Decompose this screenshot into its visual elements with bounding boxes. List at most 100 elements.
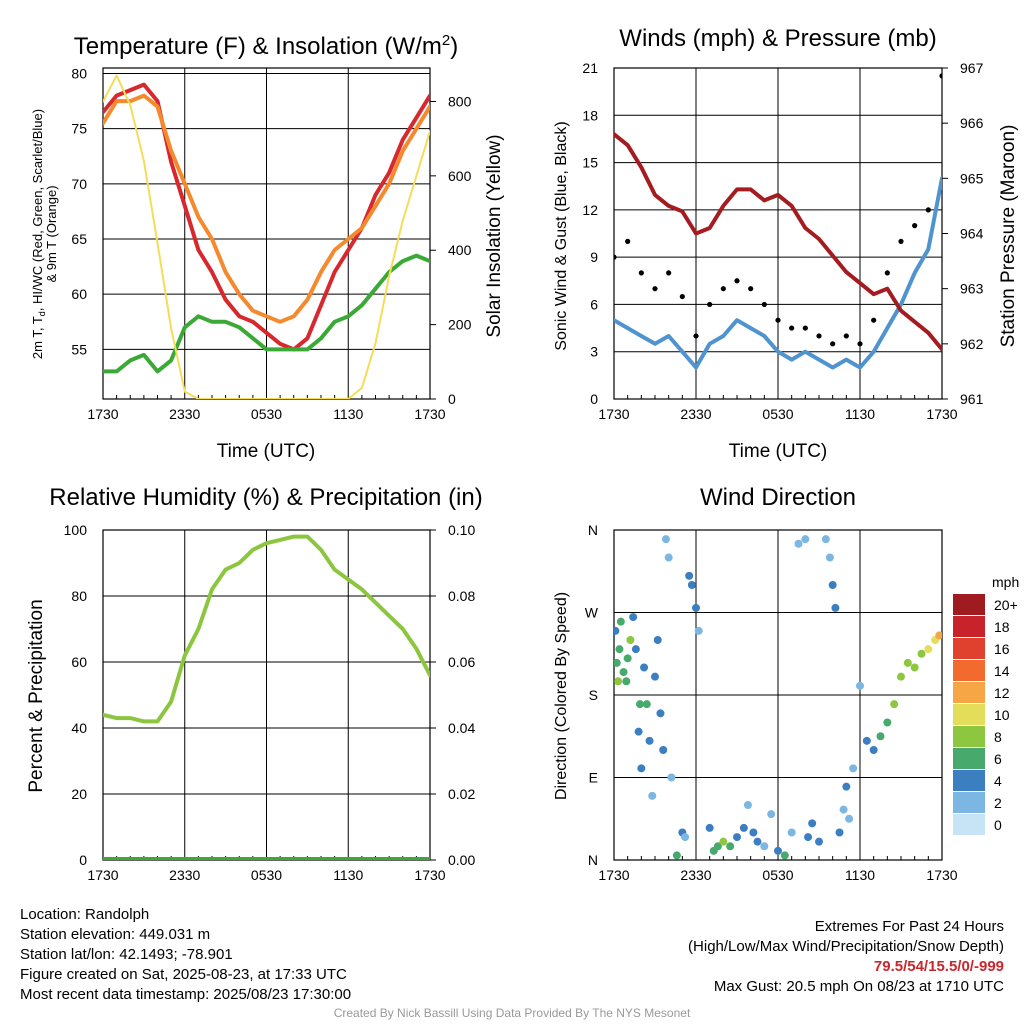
extremes-title: Extremes For Past 24 Hours — [814, 918, 1004, 935]
direction-point — [835, 828, 844, 837]
dir-ytick: N — [588, 852, 598, 868]
extremes-subtitle: (High/Low/Max Wind/Precipitation/Snow De… — [688, 938, 1004, 955]
direction-point — [619, 668, 628, 677]
extremes-box: Extremes For Past 24 Hours (High/Low/Max… — [688, 917, 1004, 997]
direction-point — [634, 727, 643, 736]
legend-swatch — [953, 704, 985, 725]
legend-label: 8 — [994, 729, 1002, 745]
legend-swatch — [953, 616, 985, 637]
9m-t-line — [103, 93, 430, 324]
temp-ytick-left: 80 — [71, 66, 87, 82]
winds-ytick-left: 15 — [582, 155, 598, 171]
gust-point — [775, 317, 781, 323]
gust-point — [720, 286, 726, 292]
direction-point — [733, 833, 741, 842]
rh-data — [103, 534, 430, 860]
legend-swatch — [953, 726, 985, 747]
direction-point — [659, 746, 668, 754]
gust-point — [734, 278, 740, 284]
direction-point — [808, 819, 817, 828]
direction-point — [876, 732, 885, 741]
temp-ytick-left: 60 — [71, 286, 87, 302]
gust-point — [884, 270, 890, 276]
rh-ytick-left: 40 — [71, 720, 87, 736]
legend-label: 2 — [994, 795, 1002, 811]
winds-xtick: 2330 — [680, 406, 711, 422]
direction-point — [869, 746, 878, 754]
direction-point — [828, 581, 837, 589]
dir-ytick: E — [589, 770, 598, 786]
gust-point — [761, 301, 767, 308]
legend-swatch — [953, 770, 985, 791]
temp-ytick-left: 70 — [71, 176, 87, 192]
dir-xtick: 1130 — [845, 867, 875, 883]
direction-point — [804, 833, 813, 842]
rh-xtick: 1130 — [333, 867, 363, 883]
direction-point — [672, 851, 681, 860]
winds-xtick: 1730 — [598, 406, 629, 422]
rh-xtick: 0530 — [251, 867, 282, 883]
direction-point — [705, 823, 714, 832]
direction-point — [839, 805, 848, 814]
direction-point — [760, 842, 769, 851]
legend-label: 16 — [994, 641, 1010, 657]
gust-point — [614, 254, 617, 260]
dir-ytick: N — [588, 522, 598, 538]
svg-text:& 9m T (Orange): & 9m T (Orange) — [44, 185, 59, 282]
rh-ytick-right: 0.04 — [448, 720, 475, 736]
gust-point — [802, 325, 808, 331]
direction-point — [910, 663, 919, 672]
legend-swatch — [953, 748, 985, 769]
direction-point — [645, 736, 654, 745]
direction-point — [614, 626, 620, 635]
rh-ytick-right: 0.06 — [448, 654, 475, 670]
svg-text:2m T, Td, HI/WC (Red, Green, S: 2m T, Td, HI/WC (Red, Green, Scarlet/Blu… — [30, 109, 47, 359]
direction-point — [661, 535, 670, 544]
winds-plot: 1730 2330 0530 1130 173003691215182196196296… — [582, 60, 983, 422]
extremes-values: 79.5/54/15.5/0/-999 — [873, 958, 1004, 975]
dir-xtick: 2330 — [680, 867, 711, 883]
recent-data: Most recent data timestamp: 2025/08/23 1… — [20, 986, 352, 1003]
temp-ytick-right: 400 — [448, 242, 472, 258]
direction-point — [917, 649, 926, 658]
direction-point — [637, 764, 646, 773]
legend-swatch — [953, 638, 985, 659]
winds-ytick-right: 966 — [960, 115, 984, 131]
rh-ytick-right: 0.02 — [448, 786, 475, 802]
temp-xtick: 1130 — [333, 406, 363, 422]
station-pressure-line — [614, 132, 942, 352]
direction-point — [883, 718, 892, 727]
direction-point — [856, 681, 864, 690]
direction-point — [642, 700, 651, 709]
direction-point — [780, 851, 789, 860]
rh-plot: 1730 2330 0530 1130 17300204060801000.000.02… — [64, 522, 476, 883]
dir-xtick: 0530 — [762, 867, 793, 883]
insolation-line — [103, 74, 430, 399]
rh-ytick-left: 0 — [79, 852, 87, 868]
gust-point — [939, 73, 942, 79]
direction-point — [623, 654, 632, 663]
winds-ylabel-right: Station Pressure (Maroon) — [998, 125, 1019, 348]
direction-point — [656, 709, 665, 718]
station-location: Location: Randolph — [20, 906, 150, 923]
dir-ytick: S — [589, 687, 598, 703]
legend-label: 4 — [994, 773, 1002, 789]
rh-ylabel-left: Percent & Precipitation — [26, 599, 47, 792]
temp-xtick: 1730 — [414, 406, 445, 422]
legend-swatch — [953, 660, 985, 681]
direction-point — [667, 773, 676, 782]
direction-point — [749, 828, 758, 837]
dir-ylabel-left: Direction (Colored By Speed) — [553, 592, 570, 800]
direction-point — [897, 672, 905, 681]
winds-ytick-left: 3 — [590, 344, 598, 360]
legend-label: 0 — [994, 817, 1002, 833]
gust-point — [625, 238, 631, 244]
direction-point — [935, 631, 942, 640]
direction-point — [739, 823, 748, 832]
rh-ytick-left: 20 — [71, 786, 87, 802]
direction-point — [845, 814, 854, 823]
temp-data — [103, 74, 430, 399]
winds-ytick-left: 6 — [590, 296, 598, 312]
